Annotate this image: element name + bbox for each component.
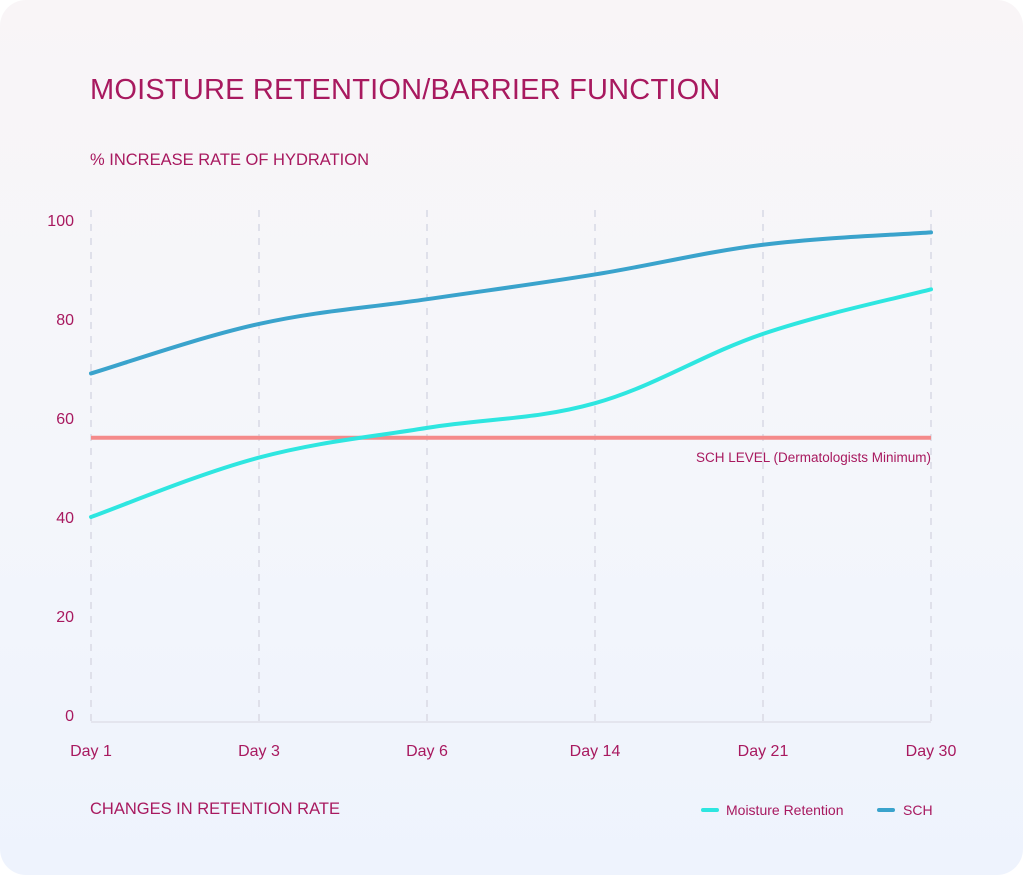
grid-lines	[90, 210, 932, 723]
x-axis-caption: CHANGES IN RETENTION RATE	[90, 800, 340, 818]
y-tick-labels: 0 20 40 60 80 100	[47, 213, 74, 725]
y-tick-label: 80	[56, 312, 74, 329]
reference-line-label: SCH LEVEL (Dermatologists Minimum)	[696, 450, 931, 465]
y-tick-label: 0	[65, 708, 74, 725]
x-tick-label: Day 21	[738, 743, 789, 760]
y-tick-label: 60	[56, 411, 74, 428]
chart-title: MOISTURE RETENTION/BARRIER FUNCTION	[90, 74, 721, 106]
x-tick-labels: Day 1 Day 3 Day 6 Day 14 Day 21 Day 30	[70, 743, 956, 760]
x-tick-label: Day 1	[70, 743, 112, 760]
reference-line-group: SCH LEVEL (Dermatologists Minimum)	[91, 435, 931, 465]
legend-label: Moisture Retention	[726, 802, 844, 818]
x-tick-label: Day 3	[238, 743, 280, 760]
y-tick-label: 100	[47, 213, 74, 230]
legend-label: SCH	[903, 802, 933, 818]
y-tick-label: 40	[56, 510, 74, 527]
y-tick-label: 20	[56, 609, 74, 626]
x-tick-label: Day 30	[906, 743, 957, 760]
series-line-sch	[89, 230, 933, 376]
series-line-moisture-retention	[89, 287, 933, 519]
x-tick-label: Day 14	[570, 743, 621, 760]
series-lines	[89, 230, 933, 519]
legend: Moisture Retention SCH	[701, 802, 933, 818]
y-axis-label: % INCREASE RATE OF HYDRATION	[90, 151, 370, 169]
x-tick-label: Day 6	[406, 743, 448, 760]
